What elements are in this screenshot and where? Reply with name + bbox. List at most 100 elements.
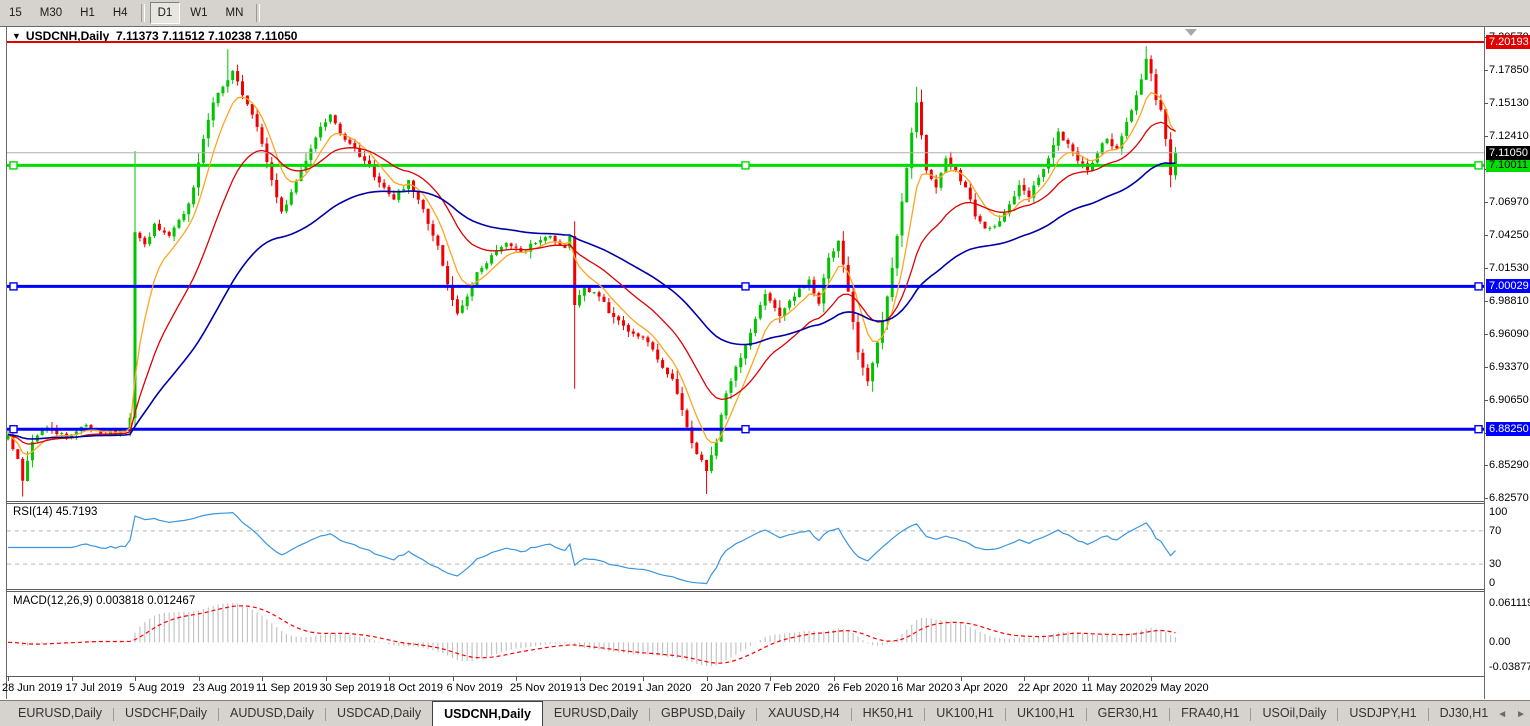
date-axis-label: 22 Apr 2020	[1018, 682, 1078, 694]
tab-gbpusd-daily[interactable]: GBPUSD,Daily	[660, 706, 746, 720]
price-axis-label: 6.85290	[1489, 459, 1529, 472]
timeframe-button-MN[interactable]: MN	[225, 7, 244, 19]
price-badge-7.20193: 7.20193	[1486, 35, 1530, 49]
rsi-axis-label: 30	[1489, 558, 1502, 571]
tab-eurusd-daily[interactable]: EURUSD,Daily	[553, 706, 638, 720]
date-axis-label: 29 May 2020	[1145, 682, 1209, 694]
tab-hk50-h1[interactable]: HK50,H1	[862, 706, 914, 720]
chart-dropdown-icon[interactable]: ▼	[12, 31, 21, 41]
date-axis-label: 7 Feb 2020	[764, 682, 820, 694]
symbol-tab-bar: EURUSD,Daily USDCHF,Daily AUDUSD,Daily USDC…	[0, 700, 1530, 726]
tab-uk100-h1[interactable]: UK100,H1	[1016, 706, 1075, 720]
toolbar-separator	[140, 4, 145, 22]
tab-usdcnh-daily[interactable]: USDCNH,Daily	[432, 701, 543, 726]
pane-separator[interactable]	[6, 501, 1484, 502]
tab-usoil-daily[interactable]: USOil,Daily	[1262, 706, 1327, 720]
level-handle	[1474, 161, 1483, 170]
price-axis-tick	[1484, 268, 1488, 270]
date-axis-tick	[1024, 677, 1025, 681]
price-axis-label: 6.93370	[1489, 361, 1529, 374]
tab-separator	[1250, 707, 1252, 721]
date-axis-tick	[643, 677, 644, 681]
tab-fra40-h1[interactable]: FRA40,H1	[1181, 706, 1240, 720]
timeframe-button-H1[interactable]: H1	[80, 7, 95, 19]
date-axis-tick	[389, 677, 390, 681]
date-axis-tick	[452, 677, 454, 681]
price-axis-tick	[1484, 301, 1488, 303]
tab-separator	[218, 707, 219, 721]
price-axis-tick	[1484, 400, 1488, 402]
tab-separator	[1427, 707, 1429, 721]
tab-eurusd-daily[interactable]: EURUSD,Daily	[18, 706, 103, 720]
date-axis-label: 3 Apr 2020	[954, 682, 1008, 694]
price-axis-tick	[1484, 334, 1488, 336]
rsi-line	[8, 511, 1176, 585]
tab-scroll-right-icon[interactable]: ►	[1516, 708, 1526, 720]
date-axis-tick	[135, 677, 136, 681]
date-axis-label: 16 Mar 2020	[891, 682, 953, 694]
macd-canvas[interactable]	[7, 592, 1484, 676]
timeframe-button-15[interactable]: 15	[9, 7, 22, 19]
rsi-canvas[interactable]	[7, 504, 1484, 589]
tab-audusd-daily[interactable]: AUDUSD,Daily	[230, 706, 315, 720]
price-chart-canvas[interactable]	[7, 27, 1484, 502]
tab-scroll-nav: ◄ ►	[1497, 701, 1526, 726]
date-axis-tick	[770, 677, 771, 681]
date-axis-tick	[833, 677, 835, 681]
price-axis-tick	[1484, 367, 1488, 369]
price-axis-border	[1484, 26, 1485, 699]
date-axis-tick	[1087, 677, 1089, 681]
tab-usdchf-daily[interactable]: USDCHF,Daily	[125, 706, 207, 720]
moving-average-20	[7, 121, 1176, 445]
pane-separator[interactable]	[6, 589, 1484, 590]
toolbar-separator	[256, 4, 261, 22]
date-axis-tick	[325, 677, 327, 681]
price-axis-label: 6.90650	[1489, 394, 1529, 407]
moving-average-7	[7, 91, 1177, 456]
chart-title-quote: 7.11373 7.11512 7.10238 7.11050	[115, 29, 298, 43]
macd-axis-label: 0.00	[1489, 636, 1511, 649]
timeframe-button-M30[interactable]: M30	[39, 7, 63, 19]
timeframe-toolbar: 15 M30 H1 H4 D1 W1 MN	[0, 0, 1530, 27]
price-axis-label: 7.17850	[1489, 64, 1529, 77]
level-handle	[9, 282, 18, 291]
date-axis-label: 13 Dec 2019	[573, 682, 636, 694]
level-handle	[741, 161, 750, 170]
tab-dj30-h1[interactable]: DJ30,H1	[1439, 706, 1489, 720]
pane-separator[interactable]	[6, 591, 1484, 592]
date-axis-tick	[1151, 677, 1152, 681]
pane-separator	[6, 676, 1484, 677]
price-axis-tick	[1484, 202, 1488, 204]
rsi-label: RSI(14) 45.7193	[13, 506, 98, 518]
chart-window-left-edge	[6, 26, 7, 699]
tab-separator	[113, 707, 115, 721]
level-handle	[9, 161, 18, 170]
tab-separator	[924, 707, 926, 721]
tab-ger30-h1[interactable]: GER30,H1	[1097, 706, 1159, 720]
tab-separator	[756, 707, 758, 721]
timeframe-button-H4[interactable]: H4	[112, 7, 128, 19]
price-axis-label: 6.98810	[1489, 295, 1529, 308]
chart-title-symbol: USDCNH,Daily	[25, 29, 110, 43]
tab-xauusd-h4[interactable]: XAUUSD,H4	[768, 706, 840, 720]
date-axis-label: 1 Jan 2020	[637, 682, 692, 694]
price-axis-tick	[1484, 136, 1488, 138]
tab-usdjpy-h1[interactable]: USDJPY,H1	[1349, 706, 1417, 720]
timeframe-button-W1[interactable]: W1	[190, 7, 208, 19]
tab-uk100-h1[interactable]: UK100,H1	[936, 706, 994, 720]
tab-separator	[1004, 707, 1006, 721]
price-axis-tick	[1484, 465, 1488, 467]
moving-average-50	[7, 162, 1176, 440]
price-badge-7.10011: 7.10011	[1486, 158, 1530, 173]
tab-scroll-left-icon[interactable]: ◄	[1497, 708, 1508, 720]
price-axis-label: 6.96090	[1489, 328, 1529, 341]
tab-separator	[850, 707, 852, 721]
chart-shift-marker-icon[interactable]	[1185, 29, 1197, 36]
price-axis-label: 7.01530	[1489, 262, 1529, 275]
tab-separator	[325, 707, 327, 721]
price-axis-tick	[1484, 235, 1488, 237]
tab-usdcad-daily[interactable]: USDCAD,Daily	[337, 706, 422, 720]
date-axis-label: 11 Sep 2019	[256, 682, 318, 694]
pane-separator[interactable]	[6, 503, 1484, 504]
timeframe-button-D1[interactable]: D1	[149, 2, 181, 24]
